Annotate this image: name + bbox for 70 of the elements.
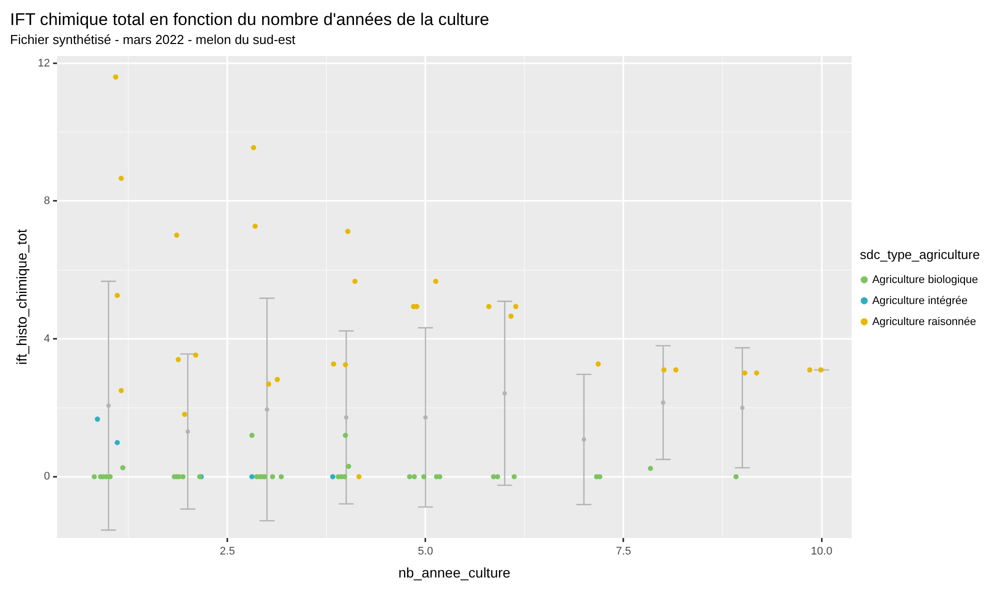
legend-label: Agriculture biologique	[872, 274, 978, 286]
y-tick-label: 8	[44, 195, 50, 208]
point	[344, 415, 348, 420]
x-tick-label: 7.5	[616, 546, 632, 558]
legend-label: Agriculture raisonnée	[872, 316, 976, 328]
point	[108, 474, 113, 480]
point	[342, 362, 348, 368]
y-axis-title: ift_histo_chimique_tot	[13, 229, 30, 365]
point	[421, 474, 426, 480]
point	[274, 376, 280, 382]
chart-title: IFT chimique total en fonction du nombre d'années de la culture	[10, 10, 490, 29]
point	[106, 404, 111, 408]
point	[114, 440, 120, 446]
point	[512, 474, 517, 480]
point	[252, 224, 258, 229]
y-tick-label: 12	[38, 57, 50, 70]
point	[742, 370, 748, 376]
point	[118, 388, 124, 394]
point	[661, 367, 667, 372]
point	[176, 356, 181, 362]
point	[342, 432, 348, 438]
point	[250, 145, 256, 150]
point	[270, 474, 276, 480]
point	[264, 407, 270, 412]
point	[660, 400, 666, 405]
y-tick-label: 4	[44, 332, 50, 345]
point	[352, 278, 358, 284]
point	[673, 367, 678, 372]
point	[345, 228, 350, 234]
point	[330, 474, 336, 480]
point	[513, 304, 518, 310]
point	[508, 314, 514, 319]
point	[278, 474, 284, 480]
point	[423, 415, 428, 420]
point	[582, 437, 586, 442]
point	[182, 412, 188, 417]
legend-label: Agriculture intégrée	[872, 294, 968, 307]
point	[174, 232, 180, 238]
point	[486, 304, 492, 310]
point	[754, 370, 760, 376]
point	[249, 474, 255, 480]
point	[733, 474, 739, 480]
point	[502, 391, 507, 396]
point	[807, 367, 812, 372]
y-tick-label: 0	[44, 470, 50, 483]
point	[92, 474, 97, 480]
point	[740, 406, 745, 410]
x-tick-label: 5.0	[418, 546, 434, 558]
point	[433, 278, 438, 284]
point	[118, 176, 124, 181]
point	[186, 429, 190, 434]
legend-title: sdc_type_agriculture	[860, 246, 980, 262]
x-tick-label: 10.0	[810, 546, 832, 558]
point	[412, 474, 417, 480]
point	[356, 474, 362, 480]
point	[407, 474, 412, 480]
point	[94, 416, 100, 422]
x-tick-label: 2.5	[220, 546, 236, 558]
point	[330, 361, 336, 367]
point	[193, 352, 198, 358]
point	[596, 361, 601, 367]
point	[346, 464, 352, 469]
chart-subtitle: Fichier synthétisé - mars 2022 - melon du sud-est	[10, 32, 296, 47]
point	[120, 465, 126, 470]
point	[113, 74, 118, 80]
point	[249, 432, 255, 438]
x-axis-title: nb_annee_culture	[398, 564, 511, 580]
point	[266, 381, 272, 387]
point	[114, 292, 120, 298]
point	[648, 466, 654, 472]
